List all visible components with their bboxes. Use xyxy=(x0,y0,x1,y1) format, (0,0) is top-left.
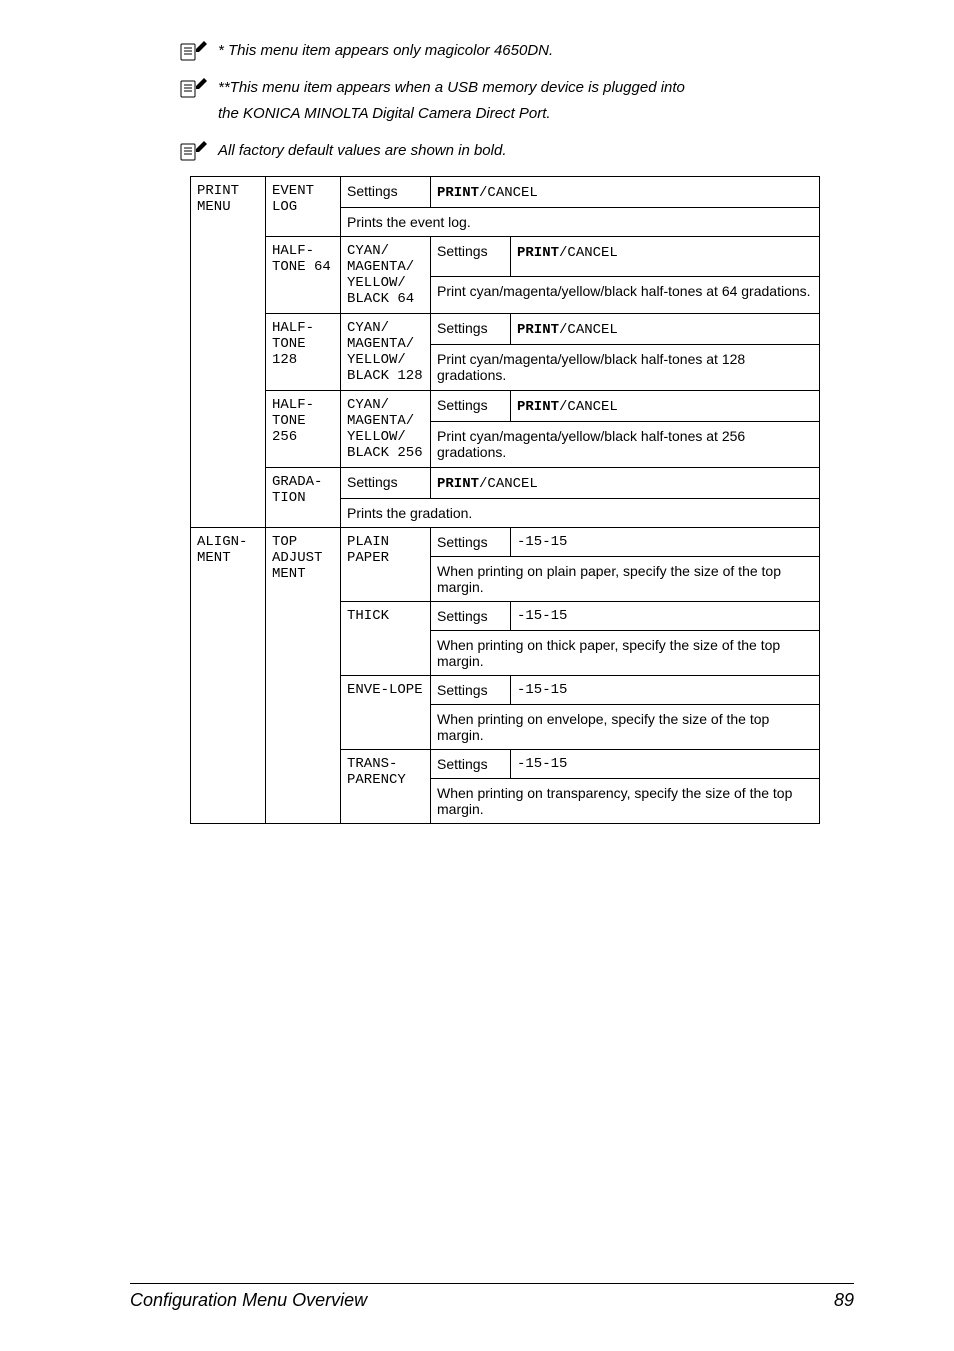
cell-ht256-desc: Print cyan/magenta/yellow/black half-ton… xyxy=(431,422,820,468)
cell-cmyb-128: CYAN/ MAGENTA/ YELLOW/ BLACK 128 xyxy=(341,314,431,391)
cell-range: -15-15 xyxy=(511,528,820,557)
cell-thick: THICK xyxy=(341,602,431,676)
footer-page-number: 89 xyxy=(834,1290,854,1311)
cell-settings: Settings xyxy=(431,750,511,779)
cell-settings: Settings xyxy=(431,528,511,557)
cell-print-menu: PRINT MENU xyxy=(191,177,266,528)
cell-range: -15-15 xyxy=(511,676,820,705)
table-row: HALF-TONE 128 CYAN/ MAGENTA/ YELLOW/ BLA… xyxy=(191,314,820,345)
settings-table: PRINT MENU EVENT LOG Settings PRINT/CANC… xyxy=(190,176,820,824)
cell-halftone-128: HALF-TONE 128 xyxy=(266,314,341,391)
note-text-1: * This menu item appears only magicolor … xyxy=(218,40,553,63)
cell-transparency-desc: When printing on transparency, specify t… xyxy=(431,779,820,824)
cell-top-adjustment: TOP ADJUST MENT xyxy=(266,528,341,824)
cell-thick-desc: When printing on thick paper, specify th… xyxy=(431,631,820,676)
cell-print-cancel: PRINT/CANCEL xyxy=(431,177,820,208)
cell-ht64-desc: Print cyan/magenta/yellow/black half-ton… xyxy=(431,276,820,313)
cell-alignment: ALIGN-MENT xyxy=(191,528,266,824)
pencil-note-icon xyxy=(180,140,208,162)
note-line-1: * This menu item appears only magicolor … xyxy=(130,40,854,63)
cell-print-cancel: PRINT/CANCEL xyxy=(511,391,820,422)
pencil-note-icon xyxy=(180,40,208,62)
cell-print-cancel: PRINT/CANCEL xyxy=(511,237,820,277)
cell-print-cancel: PRINT/CANCEL xyxy=(431,468,820,499)
cell-gradation-desc: Prints the gradation. xyxy=(341,499,820,528)
table-row: PRINT MENU EVENT LOG Settings PRINT/CANC… xyxy=(191,177,820,208)
cell-range: -15-15 xyxy=(511,602,820,631)
cell-settings: Settings xyxy=(431,237,511,277)
cell-ht128-desc: Print cyan/magenta/yellow/black half-ton… xyxy=(431,345,820,391)
page-footer: Configuration Menu Overview 89 xyxy=(130,1283,854,1311)
cell-transparency: TRANS-PARENCY xyxy=(341,750,431,824)
table-row: HALF-TONE 64 CYAN/ MAGENTA/ YELLOW/ BLAC… xyxy=(191,237,820,277)
cell-settings: Settings xyxy=(431,676,511,705)
cell-print-cancel: PRINT/CANCEL xyxy=(511,314,820,345)
pencil-note-icon xyxy=(180,77,208,99)
cell-plain-desc: When printing on plain paper, specify th… xyxy=(431,557,820,602)
table-row: HALF-TONE 256 CYAN/ MAGENTA/ YELLOW/ BLA… xyxy=(191,391,820,422)
cell-range: -15-15 xyxy=(511,750,820,779)
note-text-3: All factory default values are shown in … xyxy=(218,140,507,163)
cell-envelope: ENVE-LOPE xyxy=(341,676,431,750)
cell-gradation: GRADA-TION xyxy=(266,468,341,528)
note-line-2: **This menu item appears when a USB memo… xyxy=(130,77,854,100)
cell-event-log-desc: Prints the event log. xyxy=(341,208,820,237)
cell-envelope-desc: When printing on envelope, specify the s… xyxy=(431,705,820,750)
cell-settings: Settings xyxy=(431,314,511,345)
cell-settings: Settings xyxy=(431,391,511,422)
cell-settings: Settings xyxy=(431,602,511,631)
note-text-2b: the KONICA MINOLTA Digital Camera Direct… xyxy=(130,103,854,126)
cell-plain-paper: PLAIN PAPER xyxy=(341,528,431,602)
note-text-2a: **This menu item appears when a USB memo… xyxy=(218,77,685,100)
cell-settings: Settings xyxy=(341,177,431,208)
table-row: ALIGN-MENT TOP ADJUST MENT PLAIN PAPER S… xyxy=(191,528,820,557)
cell-settings: Settings xyxy=(341,468,431,499)
cell-halftone-256: HALF-TONE 256 xyxy=(266,391,341,468)
table-row: GRADA-TION Settings PRINT/CANCEL xyxy=(191,468,820,499)
cell-cmyb-64: CYAN/ MAGENTA/ YELLOW/ BLACK 64 xyxy=(341,237,431,314)
cell-event-log: EVENT LOG xyxy=(266,177,341,237)
cell-halftone-64: HALF-TONE 64 xyxy=(266,237,341,314)
footer-title: Configuration Menu Overview xyxy=(130,1290,367,1311)
cell-cmyb-256: CYAN/ MAGENTA/ YELLOW/ BLACK 256 xyxy=(341,391,431,468)
note-line-3: All factory default values are shown in … xyxy=(130,140,854,163)
